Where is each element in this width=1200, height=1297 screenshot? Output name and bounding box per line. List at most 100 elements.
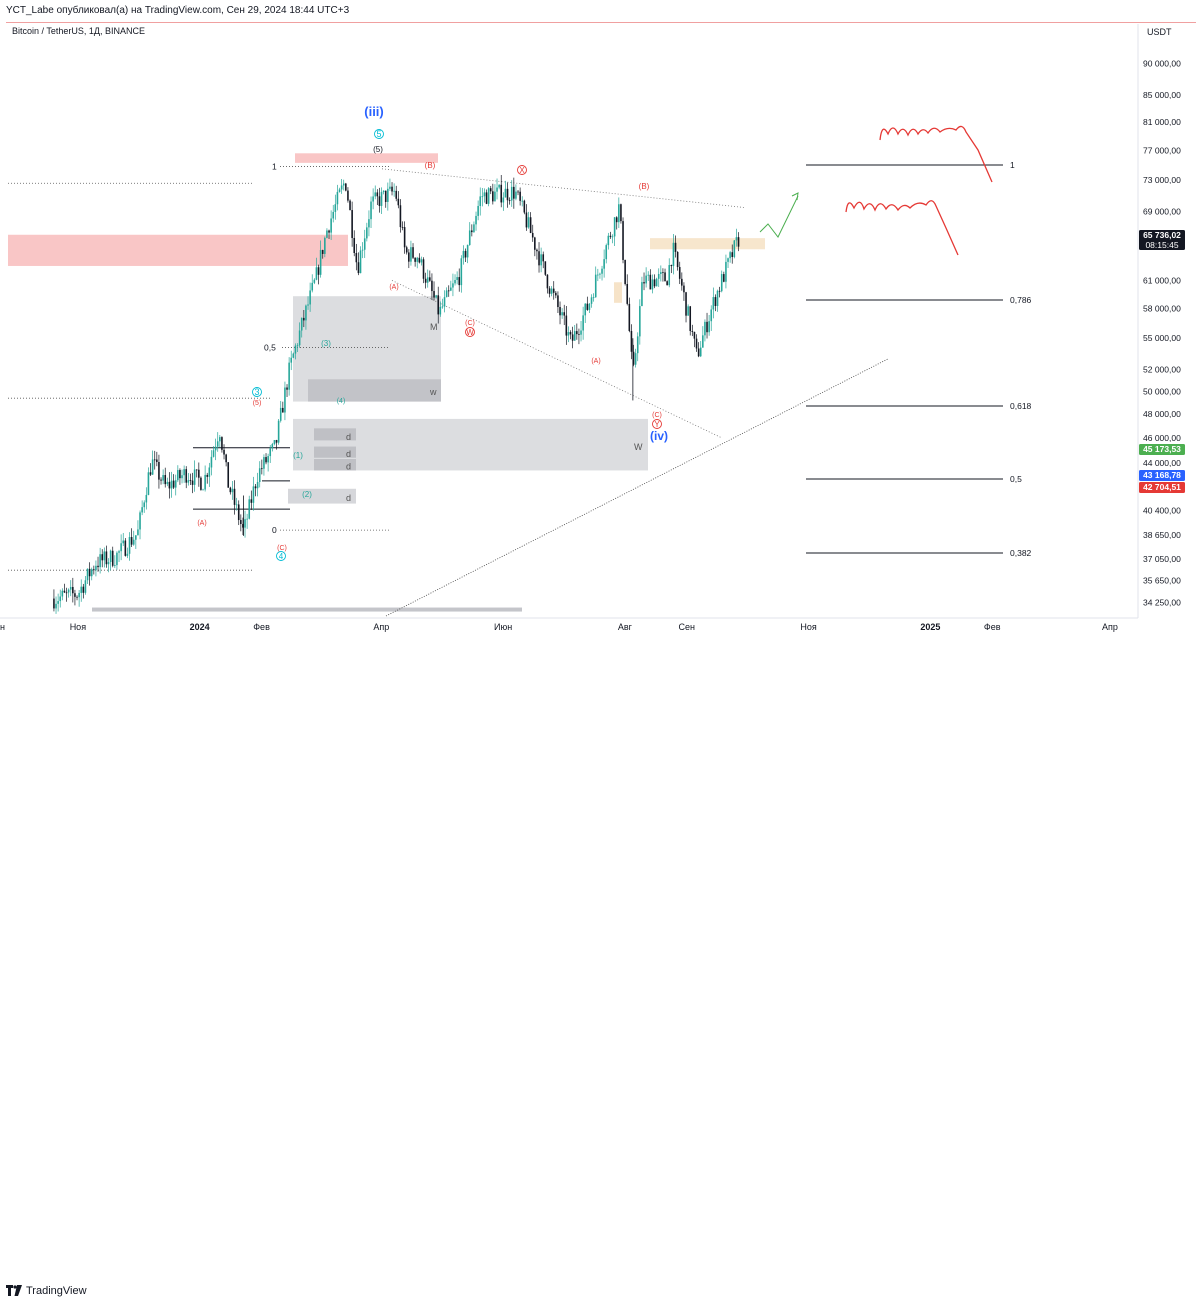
fib-level-label: 0,786 <box>1010 295 1032 305</box>
candle-body <box>124 540 127 556</box>
candle-body <box>317 267 320 275</box>
candle-body <box>130 537 133 545</box>
wave-label: (A) <box>389 284 398 291</box>
candle-body <box>723 274 725 282</box>
candle-body <box>256 482 259 489</box>
candle-body <box>584 303 587 316</box>
candle-body <box>737 237 740 247</box>
zone-box-d <box>314 459 356 471</box>
candle-body <box>531 232 534 238</box>
candle-body <box>153 459 156 461</box>
candle-body <box>681 278 683 286</box>
candle-body <box>496 187 498 192</box>
candle-body <box>578 334 580 335</box>
candle-body <box>676 251 679 268</box>
candle-body <box>61 590 64 597</box>
candle-body <box>569 332 572 335</box>
candle-body <box>347 190 349 201</box>
candle-body <box>618 204 620 223</box>
candle-body <box>242 524 244 528</box>
candle-body <box>376 192 379 197</box>
candle-body <box>208 467 211 477</box>
candle-body <box>699 347 702 357</box>
candle-body <box>685 292 687 316</box>
candle-body <box>540 254 542 266</box>
candle-body <box>128 537 131 554</box>
candle-body <box>683 285 685 293</box>
candle-body <box>204 474 206 490</box>
wave-label: (3) <box>321 339 331 348</box>
candle-body <box>95 565 97 571</box>
candle-body <box>359 250 362 274</box>
time-tick-label: Июн <box>494 622 512 632</box>
candle-body <box>67 589 70 593</box>
candle-body <box>695 338 698 349</box>
candle-body <box>609 235 612 237</box>
projection-arrow-head <box>791 192 799 201</box>
candle-body <box>515 191 517 199</box>
candle-body <box>244 519 246 528</box>
time-tick-label: Авг <box>618 622 633 632</box>
candle-body <box>332 211 335 219</box>
candle-body <box>111 550 114 566</box>
supply-zone-top <box>295 153 438 163</box>
candle-body <box>168 481 171 489</box>
candle-body <box>643 282 645 284</box>
left-fib-label: 0 <box>272 525 277 535</box>
candle-body <box>132 539 135 545</box>
candle-body <box>534 237 536 250</box>
box-label-d: d <box>346 449 351 459</box>
candle-body <box>651 279 654 290</box>
price-tick-label: 55 000,00 <box>1143 333 1181 343</box>
candle-body <box>687 306 689 316</box>
candle-body <box>647 274 650 276</box>
price-tick-label: 61 000,00 <box>1143 275 1181 285</box>
candle-body <box>443 297 446 307</box>
candle-body <box>447 290 450 292</box>
candle-body <box>298 330 301 346</box>
candle-body <box>65 592 68 594</box>
box-label-m: M <box>430 322 438 332</box>
candle-body <box>590 297 593 304</box>
brand-name: TradingView <box>26 1285 87 1297</box>
price-tick-label: 69 000,00 <box>1143 207 1181 217</box>
candle-body <box>292 353 295 358</box>
price-tick-label: 50 000,00 <box>1143 386 1181 396</box>
candle-body <box>691 330 694 332</box>
candle-body <box>639 306 641 337</box>
symbol-title: Bitcoin / TetherUS, 1Д, BINANCE <box>12 26 145 36</box>
candle-body <box>231 488 234 493</box>
candle-body <box>567 332 570 336</box>
scribble-bottom <box>845 200 959 256</box>
candle-body <box>200 477 202 490</box>
candle-body <box>422 259 425 279</box>
candle-body <box>378 196 381 206</box>
candle-body <box>290 357 293 363</box>
candle-body <box>300 317 303 331</box>
wave-label: (C) <box>465 320 475 327</box>
candle-body <box>529 217 532 233</box>
scribble-top <box>879 125 993 183</box>
channel-upper <box>381 168 746 208</box>
candle-body <box>632 351 635 365</box>
candle-body <box>326 230 328 238</box>
candle-body <box>731 252 734 257</box>
candle-body <box>720 274 723 292</box>
candle-body <box>357 262 360 274</box>
price-chart[interactable]: USDT 90 000,00 85 000,00 81 000,00 77 000,00… <box>0 0 1200 663</box>
candle-body <box>109 550 112 563</box>
time-tick-label: Сен <box>679 622 696 632</box>
candle-body <box>399 205 402 228</box>
candle-body <box>483 192 486 197</box>
candle-body <box>727 258 729 262</box>
candle-body <box>156 459 158 462</box>
candle-body <box>662 272 664 273</box>
candle-body <box>704 321 706 336</box>
candle-body <box>254 486 257 489</box>
candle-body <box>706 321 708 333</box>
candle-body <box>653 279 656 287</box>
candle-body <box>355 252 358 263</box>
candle-body <box>588 303 591 310</box>
fib-level-label: 1 <box>1010 160 1015 170</box>
publish-header: YCT_Labe опубликовал(а) на TradingView.c… <box>0 0 1200 22</box>
